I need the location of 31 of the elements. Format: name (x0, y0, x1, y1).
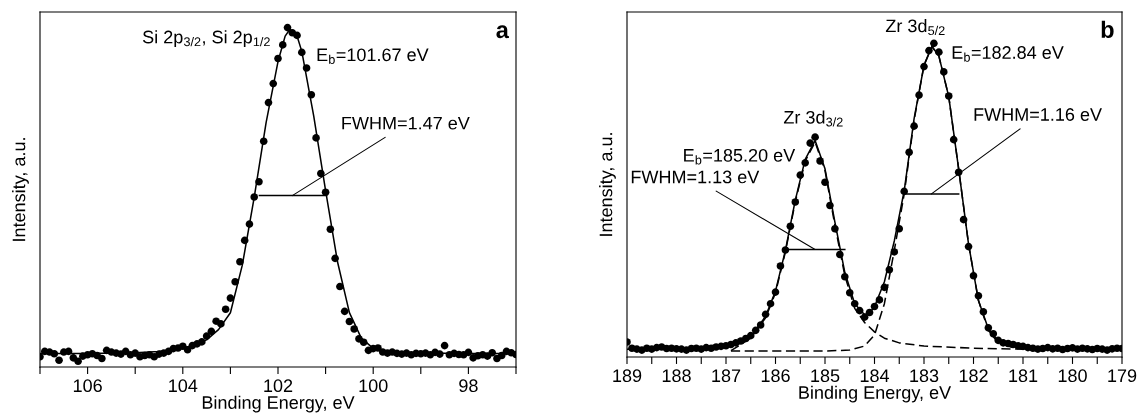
x-axis-title: Binding Energy, eV (202, 395, 355, 413)
x-tick-label: 187 (712, 369, 741, 383)
annotation: E$_{b}$=101.67 eV (317, 48, 429, 64)
x-tick-label: 184 (860, 369, 890, 383)
annotation: FWHM=1.47 eV (342, 116, 470, 130)
text: Zr 3d$_{5/2}$ (885, 19, 945, 36)
y-axis-title: Intensity, a.u. (12, 138, 29, 241)
annotation: FWHM=1.16 eV (974, 108, 1102, 121)
text: b (1101, 20, 1114, 38)
x-tick-label: 189 (613, 369, 642, 383)
x-tick-label: 182 (959, 369, 988, 383)
x-tick-label: 102 (264, 379, 293, 393)
x-axis-title: Binding Energy, eV (799, 385, 952, 403)
annotation: E$_{b}$=185.20 eV (684, 148, 796, 165)
annotation: Zr 3d$_{3/2}$ (783, 110, 843, 127)
x-tick-label: 179 (1108, 369, 1137, 383)
annotation: FWHM=1.13 eV (631, 170, 760, 184)
x-tick-label: 180 (1058, 369, 1087, 383)
annotation: Si 2p$_{3/2}$, Si 2p$_{1/2}$ (142, 30, 270, 47)
x-tick-label: 181 (1009, 369, 1038, 383)
x-tick-label: 188 (662, 369, 691, 383)
x-tick-label: 100 (359, 379, 388, 393)
x-tick-label: 186 (761, 369, 790, 383)
x-tick-label: 106 (73, 379, 102, 393)
x-tick-label: 104 (169, 379, 198, 393)
annotation: a (496, 25, 510, 39)
x-tick-label: 98 (459, 379, 478, 393)
annotation: E$_{b}$=182.84 eV (952, 46, 1064, 62)
x-tick-label: 183 (910, 369, 939, 383)
y-axis-title: Intensity, a.u. (599, 133, 616, 236)
x-tick-label: 185 (811, 369, 840, 383)
